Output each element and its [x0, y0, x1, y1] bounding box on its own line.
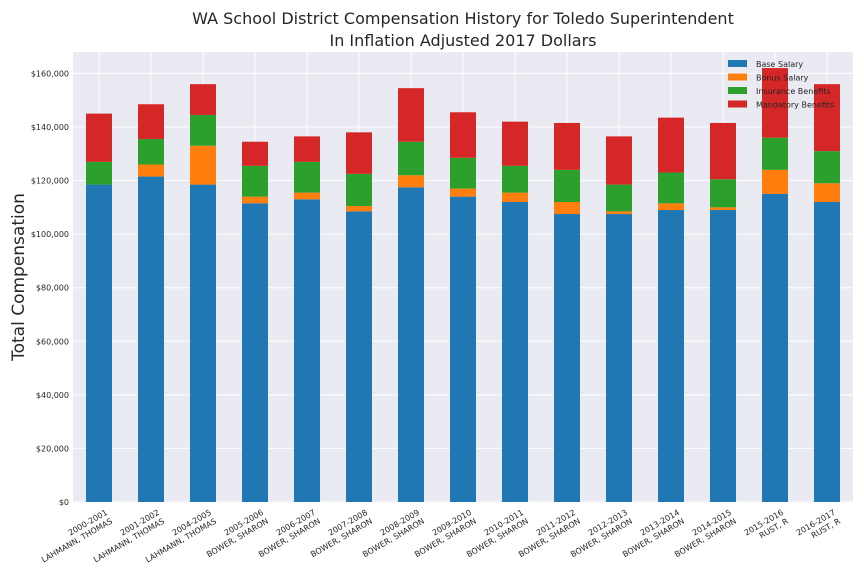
bar-segment-bonus-salary: [502, 192, 528, 202]
bar-segment-bonus-salary: [294, 192, 320, 200]
bar-segment-base-salary: [710, 210, 736, 503]
bar-segment-insurance-benefits: [658, 172, 684, 204]
bar-segment-mandatory-benefits: [658, 117, 684, 173]
bar-segment-base-salary: [658, 210, 684, 503]
bar-segment-mandatory-benefits: [554, 122, 580, 170]
bar-segment-base-salary: [242, 203, 268, 502]
bars-group: [86, 68, 840, 503]
bar-segment-bonus-salary: [606, 211, 632, 215]
bar-segment-insurance-benefits: [346, 173, 372, 207]
y-tick-label: $80,000: [36, 284, 69, 293]
bar-segment-insurance-benefits: [242, 165, 268, 197]
y-tick-label: $20,000: [36, 444, 69, 453]
bar-segment-base-salary: [190, 184, 216, 502]
bar-segment-base-salary: [450, 196, 476, 502]
bar-segment-base-salary: [398, 187, 424, 502]
y-tick-label: $60,000: [36, 337, 69, 346]
legend-swatch: [728, 60, 747, 67]
bar-segment-base-salary: [502, 202, 528, 502]
legend-swatch: [728, 87, 747, 94]
legend-label: Base Salary: [756, 60, 803, 69]
bar-segment-insurance-benefits: [762, 137, 788, 170]
bar-segment-base-salary: [814, 202, 840, 502]
bar-segment-base-salary: [294, 199, 320, 503]
y-axis-ticks: $0 $20,000 $40,000 $60,000 $80,000 $100,000 $1…: [31, 69, 69, 507]
bar-segment-mandatory-benefits: [710, 122, 736, 180]
bar-segment-bonus-salary: [658, 203, 684, 211]
bar-segment-base-salary: [606, 214, 632, 502]
bar-segment-mandatory-benefits: [294, 136, 320, 162]
bar-segment-mandatory-benefits: [502, 121, 528, 166]
legend-label: Bonus Salary: [756, 74, 809, 83]
bar-segment-bonus-salary: [710, 207, 736, 211]
bar-segment-insurance-benefits: [606, 184, 632, 212]
bar-segment-bonus-salary: [242, 196, 268, 204]
bar-segment-insurance-benefits: [450, 157, 476, 189]
bar-segment-base-salary: [554, 214, 580, 502]
y-tick-label: $0: [59, 498, 69, 507]
bar-segment-insurance-benefits: [86, 161, 112, 185]
bar-segment-mandatory-benefits: [346, 132, 372, 174]
y-tick-label: $140,000: [31, 123, 69, 132]
chart-subtitle: In Inflation Adjusted 2017 Dollars: [329, 31, 596, 50]
bar-segment-bonus-salary: [190, 145, 216, 185]
legend: Base Salary Bonus Salary Insurance Benefit…: [728, 60, 834, 110]
bar-segment-base-salary: [138, 176, 164, 502]
bar-segment-mandatory-benefits: [242, 141, 268, 166]
bar-segment-base-salary: [762, 193, 788, 502]
y-axis-label: Total Compensation: [9, 193, 29, 362]
bar-segment-bonus-salary: [398, 175, 424, 188]
bar-segment-insurance-benefits: [138, 139, 164, 165]
y-tick-label: $120,000: [31, 177, 69, 186]
bar-segment-bonus-salary: [450, 188, 476, 197]
bar-segment-insurance-benefits: [294, 161, 320, 193]
chart-title: WA School District Compensation History …: [192, 9, 734, 28]
bar-segment-mandatory-benefits: [814, 84, 840, 152]
bar-segment-mandatory-benefits: [398, 88, 424, 142]
legend-swatch: [728, 100, 747, 108]
bar-segment-insurance-benefits: [398, 141, 424, 176]
bar-segment-insurance-benefits: [190, 114, 216, 146]
bar-segment-mandatory-benefits: [86, 113, 112, 162]
bar-segment-bonus-salary: [346, 206, 372, 212]
bar-segment-bonus-salary: [138, 164, 164, 177]
bar-segment-mandatory-benefits: [606, 136, 632, 185]
bar-segment-mandatory-benefits: [450, 112, 476, 158]
bar-segment-mandatory-benefits: [138, 104, 164, 140]
bar-segment-bonus-salary: [814, 183, 840, 202]
bar-segment-bonus-salary: [554, 202, 580, 215]
y-tick-label: $160,000: [31, 69, 69, 78]
y-tick-label: $40,000: [36, 391, 69, 400]
bar-segment-bonus-salary: [762, 169, 788, 194]
legend-swatch: [728, 73, 747, 81]
bar-segment-insurance-benefits: [502, 165, 528, 193]
legend-label: Mandatory Benefits: [756, 101, 834, 110]
bar-segment-insurance-benefits: [710, 179, 736, 208]
bar-segment-mandatory-benefits: [762, 68, 788, 138]
legend-label: Insurance Benefits: [756, 87, 831, 96]
bar-segment-insurance-benefits: [554, 169, 580, 202]
bar-segment-mandatory-benefits: [190, 84, 216, 115]
bar-segment-insurance-benefits: [814, 151, 840, 184]
bar-segment-base-salary: [86, 184, 112, 502]
bar-segment-base-salary: [346, 211, 372, 502]
y-tick-label: $100,000: [31, 230, 69, 239]
